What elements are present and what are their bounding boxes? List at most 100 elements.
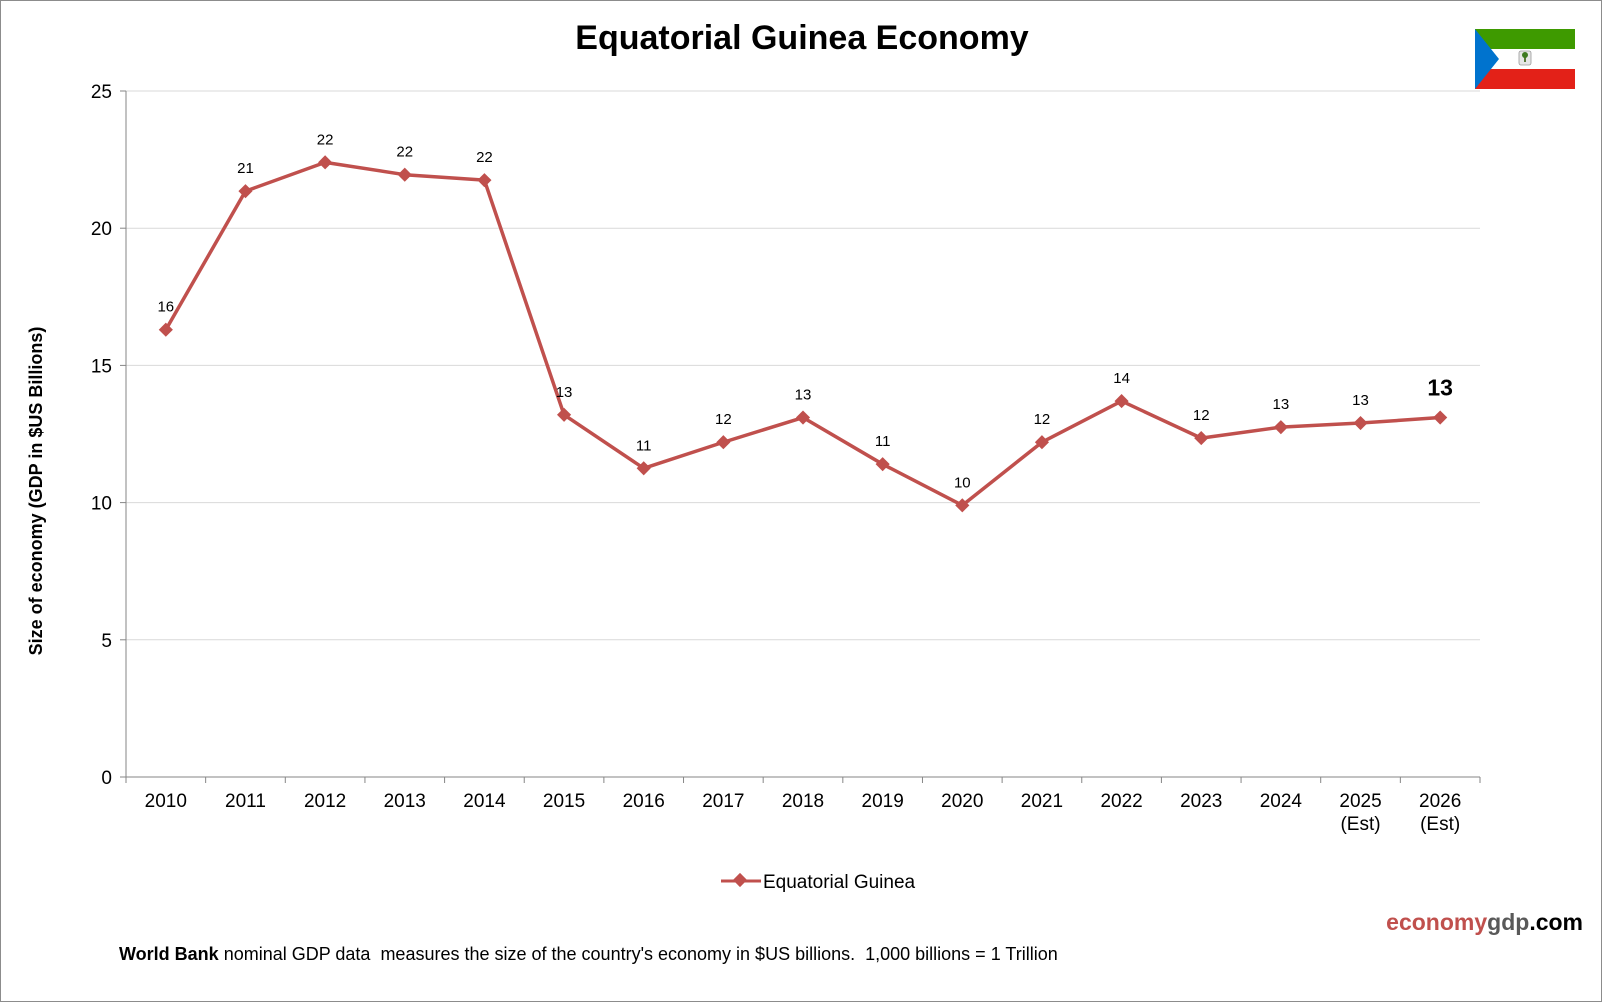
x-tick-label-line: 2017 [702,791,744,812]
data-label: 13 [556,384,573,401]
x-tick-label-line: (Est) [1340,814,1380,835]
x-tick-label: 2016 [623,791,665,812]
x-tick-label: 2014 [463,791,506,812]
flag-stripe-green [1475,29,1575,49]
footnote: World Bank nominal GDP data measures the… [119,944,1058,964]
equatorial-guinea-flag-icon [1475,29,1575,89]
data-point-marker [716,435,731,450]
x-tick-label-line: 2025 [1339,791,1381,812]
footnote-text: nominal GDP data measures the size of th… [219,944,1058,964]
data-label: 14 [1113,370,1130,387]
y-tick-label: 20 [91,219,112,240]
x-tick-label: 2018 [782,791,824,812]
x-tick-label: 2023 [1180,791,1222,812]
x-tick-label: 2011 [225,791,266,812]
brand-part-3: .com [1529,909,1583,935]
x-tick-label-line: 2012 [304,791,346,812]
flag-stripe-red [1475,69,1575,89]
y-tick-label: 0 [101,768,112,789]
data-point-marker [477,173,492,188]
x-tick-label-line: 2014 [463,791,506,812]
x-tick-label-line: 2015 [543,791,585,812]
data-label: 11 [636,437,652,454]
legend: Equatorial Guinea [721,872,916,893]
y-tick-label: 25 [91,82,112,103]
x-tick-label: 2024 [1260,791,1303,812]
x-tick-label: 2010 [145,791,187,812]
x-tick-label-line: 2026 [1419,791,1461,812]
x-tick-label: 2020 [941,791,983,812]
data-point-marker [795,410,811,425]
x-tick-label: 2015 [543,791,585,812]
legend-swatch-marker [732,872,748,888]
x-tick-label-line: 2013 [384,791,426,812]
x-tick-label-line: 2023 [1180,791,1222,812]
data-point-marker [158,322,173,337]
x-tick-label: 2012 [304,791,346,812]
data-label: 13 [795,387,812,404]
footnote-bold: World Bank [119,944,220,964]
data-label: 22 [317,131,334,148]
data-point-marker [955,498,970,513]
data-label: 11 [875,433,891,450]
x-tick-label: 2022 [1100,791,1142,812]
x-tick-label-line: 2022 [1100,791,1142,812]
y-tick-label: 10 [91,494,112,515]
x-tick-label-line: 2016 [623,791,665,812]
legend-label: Equatorial Guinea [763,872,916,893]
x-tick-label: 2017 [702,791,744,812]
data-point-marker [875,457,890,472]
series-layer [158,155,1448,513]
data-label: 21 [237,160,254,177]
flag-coat-of-arms-icon [1518,50,1532,66]
data-point-marker [1433,410,1448,425]
brand-part-2: gdp [1487,909,1529,935]
x-tick-label-line: 2011 [225,791,266,812]
data-point-marker [397,167,412,182]
data-point-marker [636,461,651,476]
data-point-marker [556,407,572,422]
data-point-marker [1273,420,1288,435]
flag-triangle [1475,29,1499,89]
data-label: 10 [954,474,971,491]
data-point-marker [238,184,253,199]
data-point-marker [1034,435,1050,450]
data-label: 13 [1352,392,1369,409]
grid-layer [126,90,1480,641]
chart-title: Equatorial Guinea Economy [575,19,1029,57]
data-label: 12 [715,411,732,428]
data-label: 22 [396,144,413,161]
data-label: 22 [476,149,493,166]
label-layer: 16 21 22 22 22 13 11 12 13 11 10 12 14 12 13 13 13 [157,131,1452,491]
y-axis-label: Size of economy (GDP in $US Billions) [26,327,46,656]
data-label: 13 [1273,396,1290,413]
x-tick-label: 2019 [862,791,904,812]
data-label: 12 [1193,407,1210,424]
data-point-marker [1353,415,1368,431]
x-tick-label: 2026 (Est) [1419,791,1461,835]
data-label: 13 [1427,375,1453,401]
data-point-marker [318,155,333,170]
x-tick-label: 2013 [384,791,426,812]
x-tick-label-line: 2020 [941,791,983,812]
y-tick-label: 15 [91,356,112,377]
x-tick-label-line: (Est) [1420,814,1460,835]
data-label: 12 [1034,411,1051,428]
brand-logo: economygdp.com [1386,909,1583,935]
x-tick-label: 2025 (Est) [1339,791,1381,835]
x-tick-label-line: 2019 [862,791,904,812]
data-point-marker [1194,431,1209,446]
brand-part-1: economy [1386,909,1487,935]
x-tick-label-line: 2024 [1260,791,1303,812]
x-tick-label-line: 2018 [782,791,824,812]
x-tick-label: 2021 [1021,791,1063,812]
x-tick-label-line: 2021 [1021,791,1063,812]
data-label: 16 [157,299,174,316]
data-point-marker [1114,394,1129,409]
y-tick-label: 5 [101,631,112,652]
series-line [164,160,1441,508]
x-tick-label-line: 2010 [145,791,187,812]
